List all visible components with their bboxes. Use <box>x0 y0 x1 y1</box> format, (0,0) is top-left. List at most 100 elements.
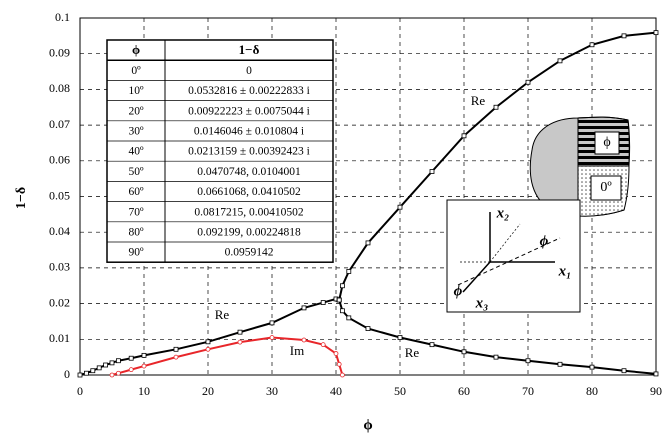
marker <box>129 368 133 372</box>
x-axis-label: ϕ <box>363 417 372 433</box>
marker <box>142 353 146 357</box>
table-cell: 30º <box>128 126 144 138</box>
marker <box>654 372 658 376</box>
marker <box>654 31 658 35</box>
marker <box>398 205 402 209</box>
table-cell: 60º <box>128 186 144 198</box>
marker <box>321 343 325 347</box>
marker <box>366 241 370 245</box>
marker <box>321 301 325 305</box>
chart: ϕ 1−δ 00.010.020.030.040.050.060.070.080… <box>0 0 662 439</box>
marker <box>84 371 88 375</box>
annotation: Im <box>290 343 304 358</box>
table-cell: 70º <box>128 206 144 218</box>
table-cell: 0.0213159 ± 0.00392423 i <box>188 146 310 158</box>
marker <box>116 359 120 363</box>
x-tick-label: 70 <box>522 384 534 398</box>
marker <box>622 34 626 38</box>
table-cell: 40º <box>128 146 144 158</box>
marker <box>347 316 351 320</box>
y-tick-label: 0.04 <box>49 224 70 238</box>
marker <box>129 356 133 360</box>
marker <box>340 373 344 377</box>
axis-symbol: x₂ <box>496 205 510 221</box>
marker <box>238 330 242 334</box>
marker <box>110 361 114 365</box>
table-cell: 80º <box>128 227 144 239</box>
x-tick-label: 0 <box>77 384 83 398</box>
x-tick-label: 50 <box>394 384 406 398</box>
marker <box>622 369 626 373</box>
y-tick-label: 0.06 <box>49 153 70 167</box>
marker <box>302 306 306 310</box>
marker <box>590 43 594 47</box>
marker <box>462 134 466 138</box>
marker <box>430 170 434 174</box>
x-tick-label: 60 <box>458 384 470 398</box>
marker <box>238 340 242 344</box>
x-tick-label: 30 <box>266 384 278 398</box>
marker <box>334 352 338 356</box>
marker <box>91 369 95 373</box>
table-cell: 20º <box>128 105 144 117</box>
marker <box>347 269 351 273</box>
x-tick-label: 20 <box>202 384 214 398</box>
y-tick-label: 0.09 <box>49 45 70 59</box>
table-cell: 0.0817215, 0.00410502 <box>194 206 304 218</box>
y-tick-label: 0.02 <box>49 295 70 309</box>
table-cell: 0.0470748, 0.0104001 <box>197 166 301 178</box>
axis-symbol: ϕ <box>540 233 549 249</box>
table-header: ϕ <box>132 42 140 57</box>
x-tick-label: 90 <box>650 384 662 398</box>
annotation: Re <box>471 93 486 108</box>
y-tick-label: 0 <box>64 367 70 381</box>
material-label: 0º <box>600 180 612 195</box>
x-tick-label: 10 <box>138 384 150 398</box>
annotation: Re <box>405 345 420 360</box>
table-cell: 0.0146046 ± 0.010804 i <box>194 126 304 138</box>
table-cell: 0.0532816 ± 0.00222833 i <box>188 85 310 97</box>
x-tick-label: 40 <box>330 384 342 398</box>
axes-inset <box>447 200 580 312</box>
marker <box>462 350 466 354</box>
marker <box>558 362 562 366</box>
x-tick-label: 80 <box>586 384 598 398</box>
table-cell: 10º <box>128 85 144 97</box>
y-tick-label: 0.01 <box>49 331 70 345</box>
inset-frame <box>447 200 580 312</box>
marker <box>116 371 120 375</box>
axis-symbol: x₃ <box>475 295 489 311</box>
marker <box>270 321 274 325</box>
table-cell: 0.00922223 ± 0.0075044 i <box>188 105 310 117</box>
axis-symbol: ϕ <box>454 283 463 299</box>
table-header: 1−δ <box>239 42 260 57</box>
y-tick-label: 0.05 <box>49 188 70 202</box>
y-tick-label: 0.03 <box>49 260 70 274</box>
marker <box>398 336 402 340</box>
table-cell: 0º <box>131 65 141 77</box>
annotation: Re <box>215 307 230 322</box>
axis-symbol: x₁ <box>558 263 572 279</box>
material-label: ϕ <box>603 135 610 150</box>
marker <box>270 336 274 340</box>
table-cell: 50º <box>128 166 144 178</box>
marker <box>558 59 562 63</box>
marker <box>337 362 341 366</box>
table-cell: 90º <box>128 247 144 259</box>
marker <box>340 284 344 288</box>
table-cell: 0 <box>246 65 252 77</box>
marker <box>206 340 210 344</box>
marker <box>337 298 341 302</box>
table-cell: 0.0959142 <box>225 247 274 259</box>
marker <box>366 327 370 331</box>
marker <box>206 347 210 351</box>
y-tick-label: 0.1 <box>55 10 70 24</box>
marker <box>174 347 178 351</box>
marker <box>142 364 146 368</box>
y-axis-label: 1−δ <box>14 187 29 209</box>
marker <box>340 309 344 313</box>
marker <box>526 80 530 84</box>
table-cell: 0.092199, 0.00224818 <box>197 227 301 239</box>
marker <box>110 373 114 377</box>
table-cell: 0.0661068, 0.0410502 <box>197 186 301 198</box>
